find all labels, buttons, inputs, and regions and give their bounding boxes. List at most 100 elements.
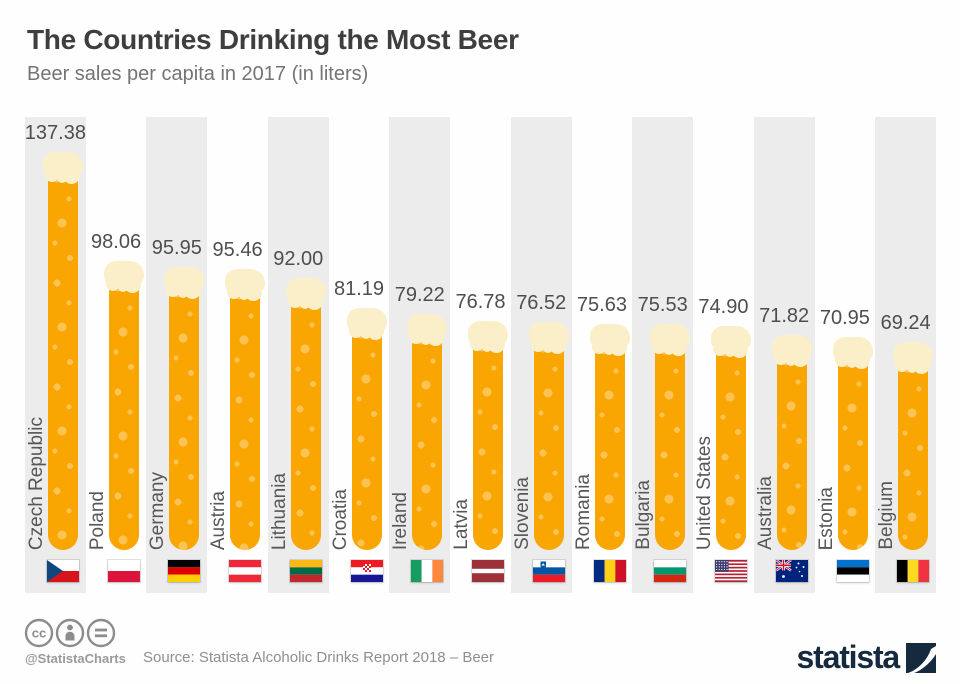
chart-column-poland: 98.06 Poland <box>86 117 147 593</box>
beer-fill <box>108 274 139 550</box>
beer-fill <box>716 339 747 550</box>
beer-glass-bar <box>893 342 934 550</box>
united-states-flag-icon <box>715 560 748 582</box>
beer-fill <box>48 165 78 550</box>
bulgaria-flag-icon <box>654 560 687 582</box>
cc-license-icons: cc <box>24 618 116 648</box>
value-label: 75.63 <box>576 294 627 316</box>
value-label: 137.38 <box>24 122 86 144</box>
beer-glass-bar <box>771 335 812 550</box>
country-label: Australia <box>754 476 776 550</box>
chart-column-united-states: 74.90 United States <box>693 117 754 593</box>
chart-column-croatia: 81.19 Croatia <box>329 117 390 593</box>
beer-glass-bar <box>589 324 630 550</box>
value-label: 95.95 <box>151 237 202 259</box>
beer-foam <box>468 321 509 353</box>
beer-fill <box>351 321 382 550</box>
country-label: Poland <box>86 490 108 550</box>
chart-column-romania: 75.63 Romania <box>572 117 633 593</box>
beer-foam <box>225 269 266 301</box>
value-label: 75.53 <box>637 294 688 316</box>
beer-foam <box>711 326 752 358</box>
value-label: 76.78 <box>455 291 506 313</box>
belgium-flag-icon <box>897 560 930 582</box>
beer-fill <box>594 337 625 550</box>
beer-bar-chart: 137.38 Czech Republic 98.06 Poland 95.95 Germ… <box>25 117 936 593</box>
cc-icon: cc <box>24 618 54 648</box>
beer-foam <box>589 324 630 356</box>
beer-glass-bar <box>285 278 326 550</box>
page-title: The Countries Drinking the Most Beer <box>27 24 519 55</box>
country-label: Czech Republic <box>26 416 47 550</box>
beer-fill <box>533 335 564 550</box>
value-label: 95.46 <box>212 239 263 261</box>
chart-column-latvia: 76.78 Latvia <box>450 117 511 593</box>
beer-fill <box>169 280 200 550</box>
beer-glass-bar <box>468 321 509 550</box>
value-label: 81.19 <box>333 278 385 300</box>
beer-glass-bar <box>43 152 83 550</box>
beer-foam <box>771 335 812 367</box>
chart-column-slovenia: 76.52 Slovenia <box>510 117 572 593</box>
beer-fill <box>230 282 261 550</box>
beer-glass-bar <box>346 308 387 550</box>
beer-glass-bar <box>528 322 569 550</box>
statista-logo-text: statista <box>796 639 901 675</box>
country-label: United States <box>694 435 716 550</box>
equal-icon <box>86 618 116 648</box>
value-label: 79.22 <box>394 284 445 306</box>
beer-fill <box>473 334 504 550</box>
beer-foam <box>346 308 387 340</box>
beer-fill <box>776 348 807 550</box>
chart-column-estonia: 70.95 Estonia <box>815 117 876 593</box>
country-label: Romania <box>572 473 594 550</box>
romania-flag-icon <box>593 560 626 582</box>
czech-republic-flag-icon <box>47 560 79 582</box>
country-label: Germany <box>147 471 169 550</box>
beer-foam <box>650 324 691 356</box>
value-label: 69.24 <box>880 312 931 334</box>
beer-glass-bar <box>650 324 691 550</box>
country-label: Croatia <box>329 488 351 550</box>
value-label: 98.06 <box>91 231 142 253</box>
beer-glass-bar <box>164 267 205 550</box>
latvia-flag-icon <box>472 560 505 582</box>
svg-text:cc: cc <box>32 626 46 641</box>
country-label: Estonia <box>815 486 837 550</box>
attribution-icon <box>55 618 85 648</box>
page-subtitle: Beer sales per capita in 2017 (in liters… <box>27 63 369 85</box>
beer-fill <box>412 327 443 550</box>
beer-foam <box>528 322 569 354</box>
croatia-flag-icon <box>350 560 383 582</box>
beer-glass-bar <box>832 337 873 550</box>
value-label: 71.82 <box>759 305 810 327</box>
chart-column-austria: 95.46 Austria <box>207 117 268 593</box>
chart-column-belgium: 69.24 Belgium <box>875 117 936 593</box>
beer-fill <box>655 337 686 550</box>
statista-logo-icon <box>906 642 936 673</box>
germany-flag-icon <box>168 560 201 582</box>
beer-fill <box>837 350 868 550</box>
value-label: 92.00 <box>273 248 324 270</box>
chart-column-bulgaria: 75.53 Bulgaria <box>632 117 694 593</box>
estonia-flag-icon <box>836 560 869 582</box>
beer-fill <box>898 355 929 550</box>
slovenia-flag-icon <box>532 560 565 582</box>
chart-column-ireland: 79.22 Ireland <box>389 117 451 593</box>
statista-charts-handle: @StatistaCharts <box>25 651 126 666</box>
country-label: Bulgaria <box>633 480 655 550</box>
austria-flag-icon <box>229 560 262 582</box>
beer-glass-bar <box>103 261 144 550</box>
value-label: 74.90 <box>698 296 749 318</box>
country-label: Belgium <box>876 481 898 550</box>
poland-flag-icon <box>107 560 140 582</box>
beer-foam <box>103 261 144 293</box>
beer-glass-bar <box>711 326 752 550</box>
australia-flag-icon <box>775 560 808 582</box>
beer-foam <box>43 152 83 184</box>
beer-foam <box>832 337 873 369</box>
country-label: Latvia <box>451 499 473 550</box>
beer-fill <box>290 291 321 550</box>
chart-column-germany: 95.95 Germany <box>146 117 208 593</box>
